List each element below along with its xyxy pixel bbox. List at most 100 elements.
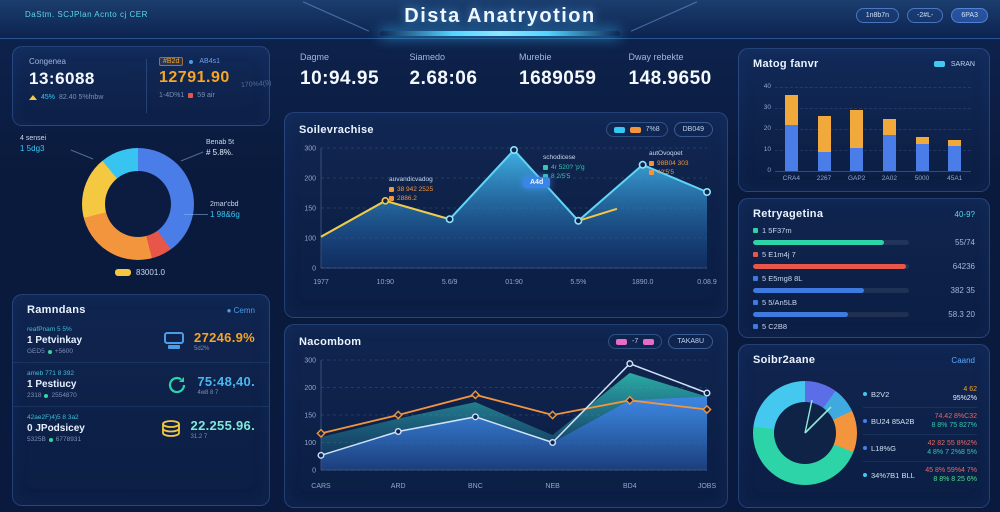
- donut-hole: [105, 171, 171, 237]
- bar-column[interactable]: [775, 95, 808, 171]
- list-item-topline: reafPnam 5 5%: [27, 326, 72, 333]
- donut-legend-row: 34%7B1 BLL 45 8% 59%4 7% 8 8% 8 25 6%: [863, 462, 977, 488]
- annotation-row: 98B04 303: [649, 159, 688, 169]
- bar-y-label: 0: [767, 167, 771, 174]
- donut-legend-values: 74.42 8%C32 8 8% 75 827%: [931, 413, 977, 429]
- progress-label: 5 E1m4j 7: [753, 250, 975, 259]
- legend-square-icon: [649, 160, 654, 166]
- kpi-card: Congenea 13:6088 45% 82.40 5%fnbw #B2d A…: [12, 46, 271, 126]
- main-chart-legend[interactable]: 7%8: [605, 122, 668, 137]
- list-item[interactable]: ameb 771 8 392 1 Pestiucy 2318 2554870 75:48…: [13, 362, 269, 406]
- svg-text:100: 100: [304, 236, 316, 243]
- list-item-right: 22.255.96. 31.2 7: [158, 418, 255, 440]
- green-dot-icon: [44, 393, 49, 398]
- bar-column[interactable]: [840, 110, 873, 171]
- bar-segment-orange: [915, 137, 929, 144]
- bar-column[interactable]: [906, 137, 939, 171]
- progress-track[interactable]: [753, 264, 909, 269]
- bar-stack: [850, 110, 864, 171]
- svg-text:200: 200: [304, 176, 316, 183]
- list-item-right: 75:48,40. 4w8 8 7: [164, 374, 255, 396]
- list-item[interactable]: reafPnam 5 5% 1 Petvinkay GED5 +5600 27246.9…: [13, 319, 269, 362]
- header-button[interactable]: -2#L-: [907, 8, 944, 23]
- list-item[interactable]: 42ae2F)4)5 8 3a2 0 JPodsicey 5325B 6778931 2…: [13, 406, 269, 450]
- kpi-right-chip: #B2d: [159, 57, 184, 66]
- cyan-chip-icon: [613, 126, 625, 133]
- svg-text:150: 150: [304, 206, 316, 213]
- header-button[interactable]: 6PA3: [951, 8, 988, 23]
- svg-text:300: 300: [304, 358, 316, 365]
- bar-x-label: 5000: [914, 175, 930, 182]
- chart-annotation: autOvoqoet 98B04 303 42'5'5: [649, 149, 688, 178]
- bottom-chart-legend[interactable]: -7: [608, 334, 663, 349]
- list-item-title: 0 JPodsicey: [27, 423, 85, 434]
- progress-label: 5 E5mg8 8L: [753, 274, 975, 283]
- progress-row: 1 5F37m 55/74: [739, 223, 989, 247]
- list-item-value-sub: 4w8 8 7: [197, 389, 219, 396]
- annotation-row: 38 942 2525: [389, 185, 433, 195]
- list-item-title: 1 Petvinkay: [27, 335, 83, 346]
- svg-text:BD4: BD4: [623, 483, 637, 490]
- progress-track[interactable]: [753, 312, 909, 317]
- donut-legend-label: BU24 85A2B: [863, 417, 914, 426]
- progress-track[interactable]: [753, 288, 909, 293]
- list-item-values: 75:48,40. 4w8 8 7: [197, 374, 255, 396]
- main-area-chart[interactable]: 300 200 150 100 0 1977 10:90 5.6/9 01:90 5.5% 1890…: [293, 140, 717, 300]
- progress-rows: 1 5F37m 55/74 5 E1m4j 7 64236 5 E5mg8 8L 382 …: [739, 223, 989, 331]
- legend-dot-icon: [863, 419, 867, 423]
- bottom-area-chart[interactable]: 300 200 150 100 0 CARS ARD BNC NEB BD4 JOBS: [293, 352, 717, 500]
- bar-segment-orange: [850, 110, 864, 148]
- cyan-chip-icon: [933, 61, 945, 67]
- progress-row: 5 E1m4j 7 64236: [739, 247, 989, 271]
- red-square-icon: [188, 93, 194, 98]
- main-chart-range-button[interactable]: DB049: [673, 122, 713, 137]
- stat-value: 148.9650: [628, 68, 712, 89]
- bar-segment-orange: [882, 118, 896, 136]
- kpi-left-label: Congenea: [29, 57, 66, 66]
- donut-legend-values: 4 62 95%2%: [952, 386, 977, 402]
- progress-card-title: Retryagetina: [753, 208, 824, 220]
- donut-legend-values: 42 82 55 8%2% 4 8% 7 2%8 5%: [927, 440, 977, 456]
- svg-text:10:90: 10:90: [377, 279, 395, 286]
- progress-card-badge: 40-9?: [954, 209, 975, 219]
- stat-item: Siamedo 2.68:06: [396, 52, 506, 108]
- svg-text:0.08.9: 0.08.9: [697, 279, 717, 286]
- clock-hands-icon: [804, 399, 832, 434]
- bar-y-label: 10: [763, 146, 771, 153]
- list-card-link[interactable]: ● Cemn: [226, 305, 255, 315]
- pink-chip-icon: [616, 338, 628, 345]
- donut-right-title: Soibr2aane: [753, 354, 816, 366]
- list-card: Ramndans ● Cemn reafPnam 5 5% 1 Petvinkay…: [12, 294, 270, 506]
- progress-line: 55/74: [753, 238, 975, 247]
- progress-line: 382 35: [753, 286, 975, 295]
- header-button[interactable]: 1n8b7n: [855, 8, 900, 23]
- up-arrow-icon: [29, 95, 37, 100]
- progress-label: 1 5F37m: [753, 226, 975, 235]
- donut-right-link[interactable]: Caand: [951, 355, 975, 365]
- kpi-right-note: 1-4D%1: [159, 92, 185, 99]
- bar-column[interactable]: [808, 116, 841, 171]
- svg-text:BNC: BNC: [468, 483, 483, 490]
- bar-segment-orange: [948, 139, 962, 146]
- list-item-value: 27246.9%: [194, 329, 255, 345]
- progress-track[interactable]: [753, 240, 909, 245]
- bar-column[interactable]: [938, 139, 971, 171]
- callout-line: [180, 151, 204, 162]
- bars-plot[interactable]: [775, 87, 971, 171]
- bar-column[interactable]: [873, 118, 906, 171]
- legend-dot-icon: [863, 392, 867, 396]
- bar-segment-blue: [850, 147, 864, 171]
- list-card-title: Ramndans: [27, 304, 86, 316]
- progress-label: 5 C2B8: [753, 322, 975, 331]
- header-glow-bar: [380, 31, 620, 36]
- list-item-title: 1 Pestiucy: [27, 379, 77, 390]
- header-buttons: 1n8b7n -2#L- 6PA3: [855, 8, 988, 23]
- chart-annotation: auvandicvadog 38 942 2525 2886.2: [389, 175, 433, 204]
- kpi-left-note: 82.40 5%fnbw: [59, 94, 104, 101]
- bottom-chart-range-button[interactable]: TAKA8U: [668, 334, 713, 349]
- progress-value: 64236: [952, 262, 975, 271]
- bars-plot-area: [775, 87, 971, 172]
- progress-value: 55/74: [954, 238, 975, 247]
- legend-square-icon: [389, 196, 394, 202]
- stat-label: Dway rebekte: [628, 52, 684, 62]
